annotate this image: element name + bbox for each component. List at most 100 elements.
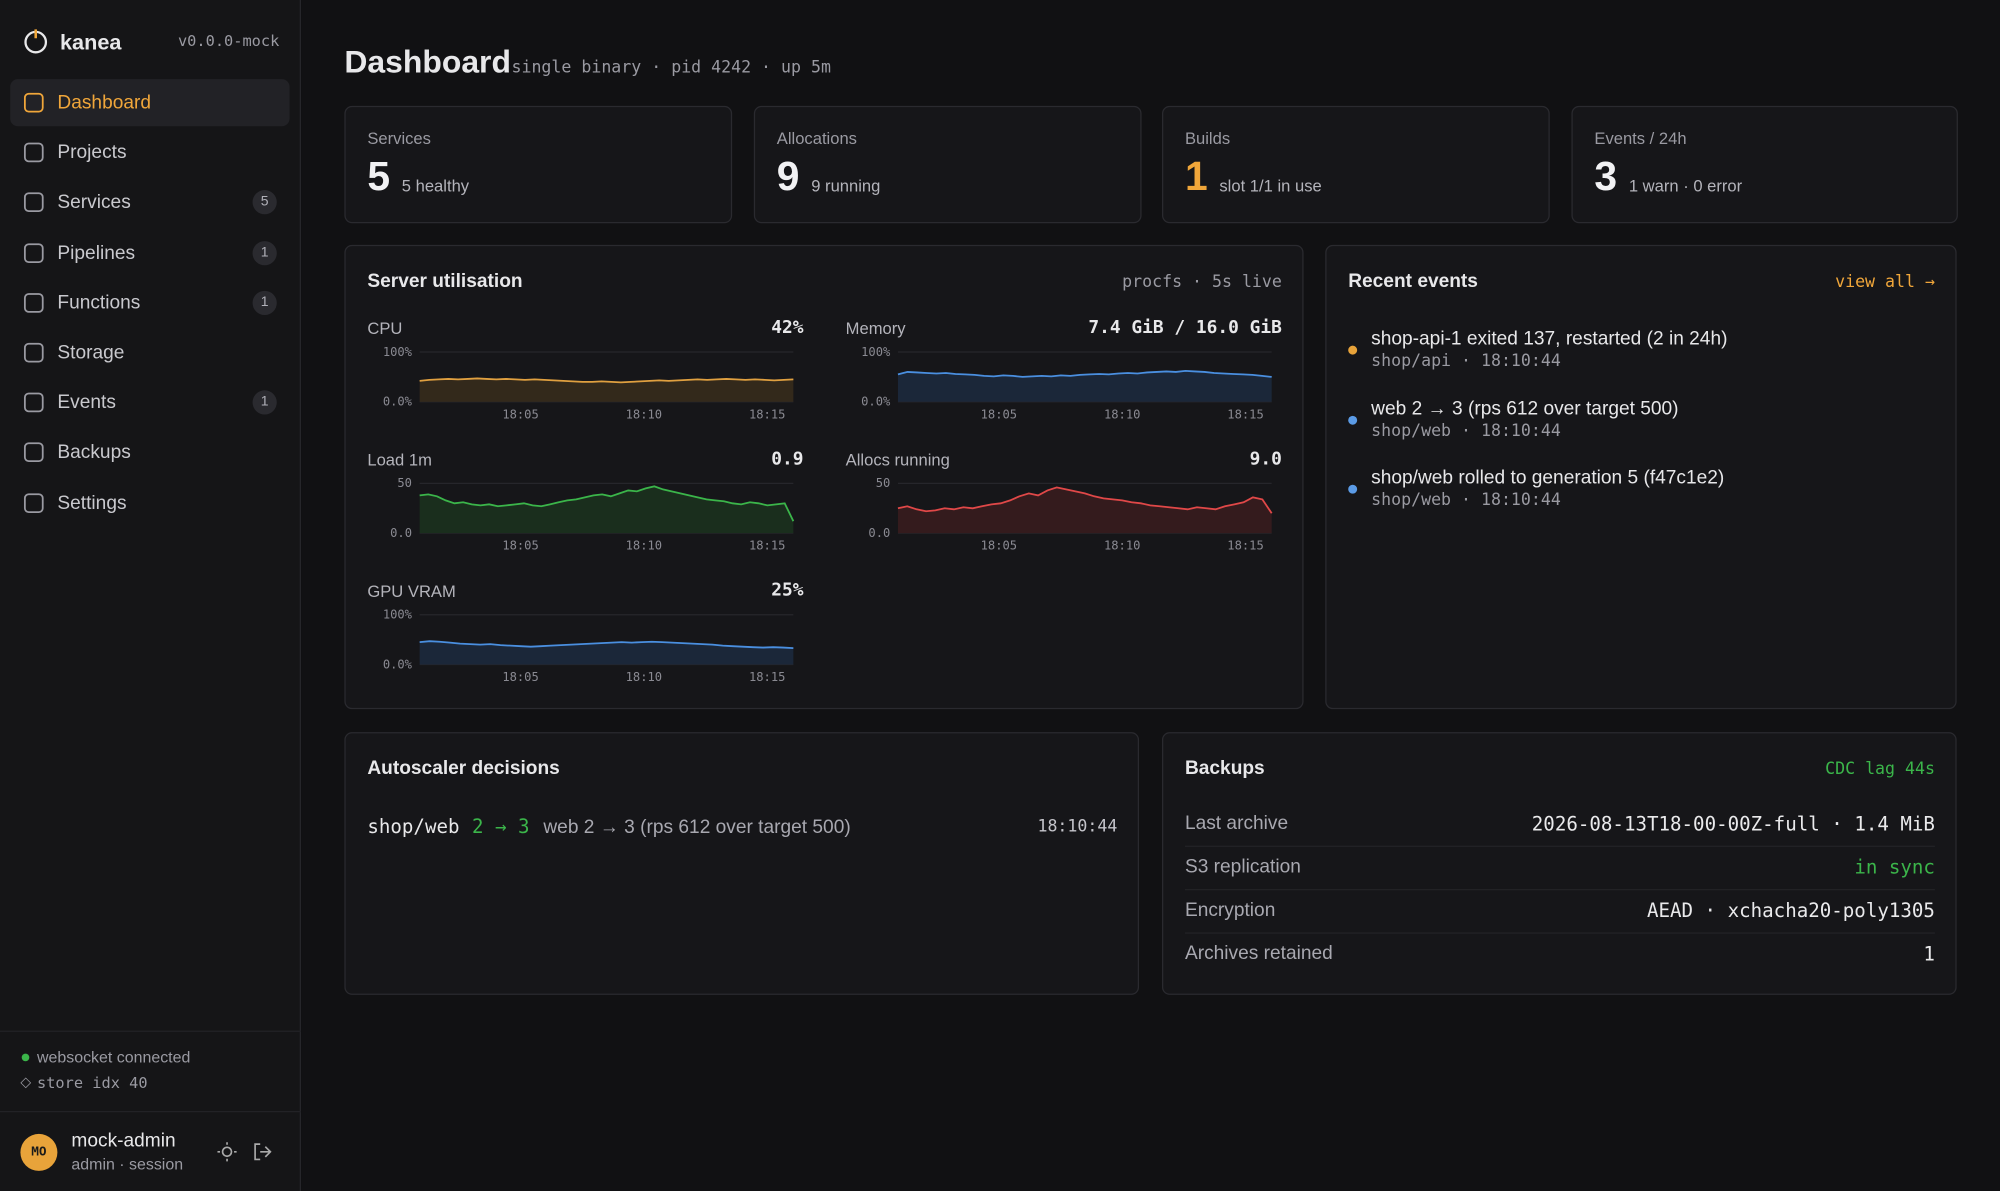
nav-item[interactable]: Projects xyxy=(10,129,289,176)
nav-item[interactable]: Storage xyxy=(10,329,289,376)
chart-title: Allocs running xyxy=(845,450,950,470)
chart: 100% 0.0% 18:05 18:10 18:15 xyxy=(383,608,794,684)
time: 18:10:44 xyxy=(1037,817,1118,837)
nav-icon xyxy=(23,242,44,263)
stat-card: Events / 24h 3 1 warn · 0 error xyxy=(1571,105,1958,224)
x-tick-label: 18:15 xyxy=(1227,539,1263,553)
icon-shape xyxy=(23,142,44,163)
nav-item[interactable]: Services 5 xyxy=(10,179,289,226)
icon-shape xyxy=(23,492,44,513)
nav-item[interactable]: Functions 1 xyxy=(10,279,289,326)
panel-meta: CDC lag 44s xyxy=(1825,760,1935,780)
nav-badge: 1 xyxy=(252,290,277,315)
backups-panel: Backups CDC lag 44s Last archive 2026-08-… xyxy=(1161,732,1957,995)
stat-value: 1 xyxy=(1184,153,1208,199)
events-panel: Recent events view all → shop-api-1 exit… xyxy=(1325,244,1957,710)
x-tick-label: 18:05 xyxy=(981,407,1017,421)
chart-title: Memory xyxy=(845,318,906,339)
stat-label: Allocations xyxy=(776,128,857,148)
event-text: shop/web rolled to generation 5 (f47c1e2… xyxy=(1371,467,1725,489)
event-dot xyxy=(1348,484,1358,494)
nav-label: Backups xyxy=(57,441,131,464)
chart: 100% 0.0% 18:05 18:10 18:15 xyxy=(383,345,794,421)
x-tick-label: 18:05 xyxy=(502,407,538,421)
x-tick-label: 18:05 xyxy=(981,539,1017,553)
y-tick-label: 100% xyxy=(383,608,413,622)
nav-label: Storage xyxy=(57,341,125,364)
stat-card: Services 5 5 healthy xyxy=(344,105,733,224)
sparkline: Allocs running 9.0 50 0.0 18:05 18:10 18:15 xyxy=(845,449,1282,562)
x-tick-label: 18:10 xyxy=(626,407,662,421)
nav-item[interactable]: Backups xyxy=(10,429,289,476)
row-label: Archives retained xyxy=(1184,942,1333,965)
x-tick-label: 18:15 xyxy=(1227,407,1263,421)
chart-current: 0.9 xyxy=(771,448,804,470)
stat-value: 5 xyxy=(367,153,391,199)
chart: 100% 0.0% 18:05 18:10 18:15 xyxy=(861,345,1272,421)
row-label: Encryption xyxy=(1184,899,1276,921)
logout-button[interactable] xyxy=(253,1142,273,1162)
sidebar: kanea v0.0.0-mock Dashboard Projects Servi… xyxy=(0,0,302,1191)
nav-icon xyxy=(23,492,44,513)
nav-label: Services xyxy=(57,191,131,214)
event-dot xyxy=(1348,415,1358,425)
area xyxy=(897,370,1272,402)
icon-shape xyxy=(23,92,44,113)
version: v0.0.0-mock xyxy=(177,31,280,50)
row-label: Last archive xyxy=(1184,812,1289,835)
nav-icon xyxy=(23,142,44,163)
page-meta: single binary · pid 4242 · up 5m xyxy=(511,58,831,78)
nav-label: Events xyxy=(57,391,116,414)
theme-button[interactable] xyxy=(217,1142,237,1162)
stat-value: 3 xyxy=(1594,153,1618,199)
nav-label: Pipelines xyxy=(57,241,136,264)
area xyxy=(419,486,794,534)
area xyxy=(419,641,794,665)
icon-shape xyxy=(23,242,44,263)
reason: web 2 → 3 (rps 612 over target 500) xyxy=(543,816,851,839)
row-divider xyxy=(1184,932,1935,934)
sparkline: Load 1m 0.9 50 0.0 18:05 18:10 18:15 xyxy=(367,448,804,562)
line xyxy=(897,486,1273,514)
nav-icon xyxy=(23,292,44,313)
nav-icon xyxy=(23,442,44,463)
icon-shape xyxy=(23,442,44,463)
nav-icon xyxy=(23,392,44,413)
stat-note: 9 running xyxy=(811,176,881,196)
panel-title: Backups xyxy=(1184,757,1265,780)
nav-item[interactable]: Settings xyxy=(10,479,289,526)
icon-shape xyxy=(23,392,44,413)
nav-label: Functions xyxy=(57,291,141,314)
nav-item[interactable]: Dashboard xyxy=(10,79,290,127)
stat-note: 5 healthy xyxy=(401,176,470,196)
diamond: ◇ xyxy=(20,1075,32,1091)
row-label: S3 replication xyxy=(1184,855,1301,878)
x-tick-label: 18:15 xyxy=(749,539,785,553)
line xyxy=(419,640,794,649)
row-value: 1 xyxy=(1923,942,1935,966)
x-tick-label: 18:15 xyxy=(749,670,785,684)
status: websocket connected xyxy=(36,1048,191,1067)
stat-label: Builds xyxy=(1184,128,1231,148)
nav-item[interactable]: Pipelines 1 xyxy=(10,229,289,276)
stat-label: Events / 24h xyxy=(1594,128,1687,148)
row-value: AEAD · xchacha20-poly1305 xyxy=(1646,899,1935,923)
event-meta: shop/web · 18:10:44 xyxy=(1371,421,1561,441)
brand: kanea xyxy=(59,30,122,55)
user-role: admin · session xyxy=(71,1155,184,1174)
nav-badge: 1 xyxy=(252,240,277,265)
logo-icon xyxy=(24,29,48,54)
nav-icon xyxy=(23,192,44,213)
icon-shape xyxy=(23,342,44,363)
chart: 50 0.0 18:05 18:10 18:15 xyxy=(868,476,1273,553)
nav-label: Dashboard xyxy=(57,91,152,114)
x-tick-label: 18:05 xyxy=(502,670,538,684)
divider xyxy=(0,1030,302,1032)
nav-item[interactable]: Events 1 xyxy=(10,379,289,426)
sparkline: Memory 7.4 GiB / 16.0 GiB 100% 0.0% 18:05 18:… xyxy=(845,318,1282,431)
x-tick-label: 18:05 xyxy=(502,539,538,553)
y-tick-label: 50 xyxy=(397,476,412,490)
view-all-link[interactable]: view all → xyxy=(1835,272,1935,293)
chart-title: GPU VRAM xyxy=(367,581,456,601)
